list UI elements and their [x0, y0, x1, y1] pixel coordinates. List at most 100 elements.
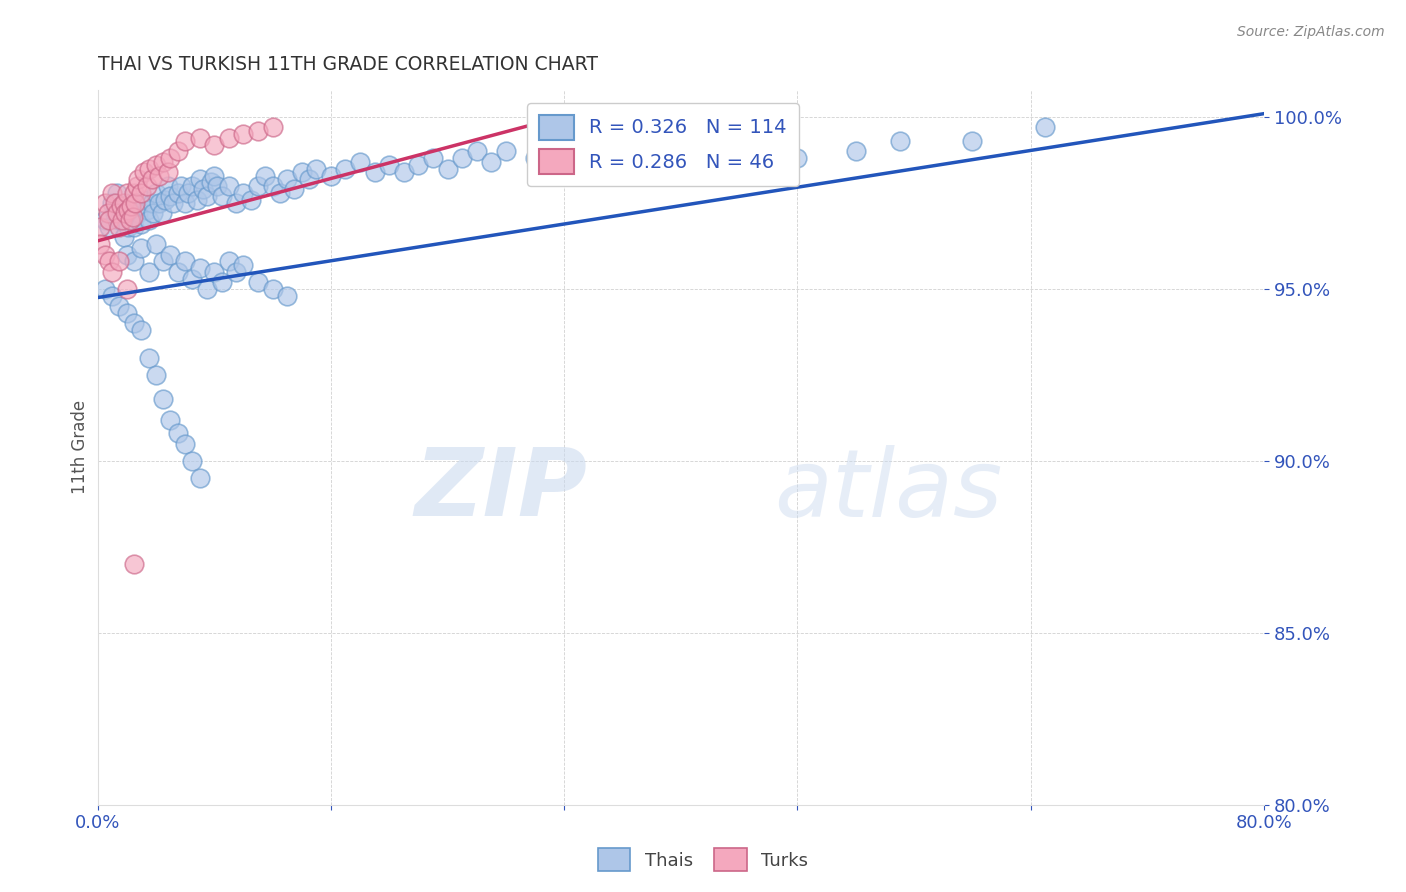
Point [246, 275, 269, 289]
Point [786, 152, 808, 166]
Point [225, 196, 247, 211]
Point [108, 220, 131, 235]
Point [121, 210, 143, 224]
Point [89, 220, 111, 235]
Point [122, 317, 145, 331]
Point [94, 196, 117, 211]
Point [232, 128, 254, 142]
Point [205, 178, 228, 193]
Point [465, 145, 488, 159]
Point [145, 158, 167, 172]
Point [188, 172, 211, 186]
Point [138, 265, 160, 279]
Point [110, 199, 132, 213]
Text: THAI VS TURKISH 11TH GRADE CORRELATION CHART: THAI VS TURKISH 11TH GRADE CORRELATION C… [97, 55, 598, 74]
Point [98, 220, 121, 235]
Point [152, 154, 174, 169]
Point [363, 165, 385, 179]
Point [211, 275, 233, 289]
Point [436, 161, 458, 176]
Point [134, 165, 156, 179]
Legend: Thais, Turks: Thais, Turks [591, 841, 815, 879]
Point [122, 186, 145, 200]
Point [1033, 120, 1056, 135]
Point [422, 152, 444, 166]
Point [276, 172, 298, 186]
Point [174, 436, 197, 450]
Point [188, 261, 211, 276]
Point [138, 161, 160, 176]
Point [125, 199, 148, 213]
Point [115, 306, 138, 320]
Point [239, 193, 262, 207]
Point [195, 282, 218, 296]
Point [186, 193, 208, 207]
Text: atlas: atlas [775, 444, 1002, 535]
Point [291, 165, 314, 179]
Point [202, 137, 225, 152]
Point [152, 392, 174, 406]
Point [211, 189, 233, 203]
Point [174, 134, 197, 148]
Point [131, 323, 153, 337]
Point [742, 161, 765, 176]
Point [232, 258, 254, 272]
Point [115, 247, 138, 261]
Point [232, 186, 254, 200]
Point [392, 165, 415, 179]
Point [138, 213, 160, 227]
Point [195, 189, 218, 203]
Point [181, 178, 204, 193]
Point [612, 134, 634, 148]
Point [136, 202, 159, 217]
Point [246, 178, 269, 193]
Point [298, 172, 321, 186]
Point [200, 175, 222, 189]
Point [101, 289, 124, 303]
Point [118, 213, 141, 227]
Point [94, 213, 117, 227]
Point [191, 182, 214, 196]
Point [181, 454, 204, 468]
Point [524, 152, 547, 166]
Point [94, 282, 117, 296]
Point [142, 206, 165, 220]
Point [125, 178, 148, 193]
Point [148, 169, 170, 183]
Point [225, 265, 247, 279]
Point [335, 161, 357, 176]
Point [202, 169, 225, 183]
Point [122, 220, 145, 235]
Point [962, 134, 984, 148]
Point [148, 196, 170, 211]
Point [104, 206, 127, 220]
Point [105, 206, 128, 220]
Point [108, 213, 131, 227]
Point [246, 124, 269, 138]
Point [138, 351, 160, 365]
Y-axis label: 11th Grade: 11th Grade [72, 401, 89, 494]
Point [177, 186, 200, 200]
Point [98, 254, 121, 268]
Point [108, 254, 131, 268]
Point [141, 196, 163, 211]
Point [699, 137, 721, 152]
Point [495, 145, 517, 159]
Point [254, 169, 277, 183]
Point [479, 154, 502, 169]
Point [141, 172, 163, 186]
Point [97, 206, 120, 220]
Point [136, 178, 159, 193]
Point [98, 213, 121, 227]
Point [117, 202, 139, 217]
Point [150, 206, 173, 220]
Point [640, 141, 662, 155]
Point [269, 186, 291, 200]
Point [162, 196, 184, 211]
Point [115, 186, 138, 200]
Point [114, 206, 136, 220]
Point [669, 130, 692, 145]
Point [159, 412, 181, 426]
Point [349, 154, 371, 169]
Point [218, 130, 240, 145]
